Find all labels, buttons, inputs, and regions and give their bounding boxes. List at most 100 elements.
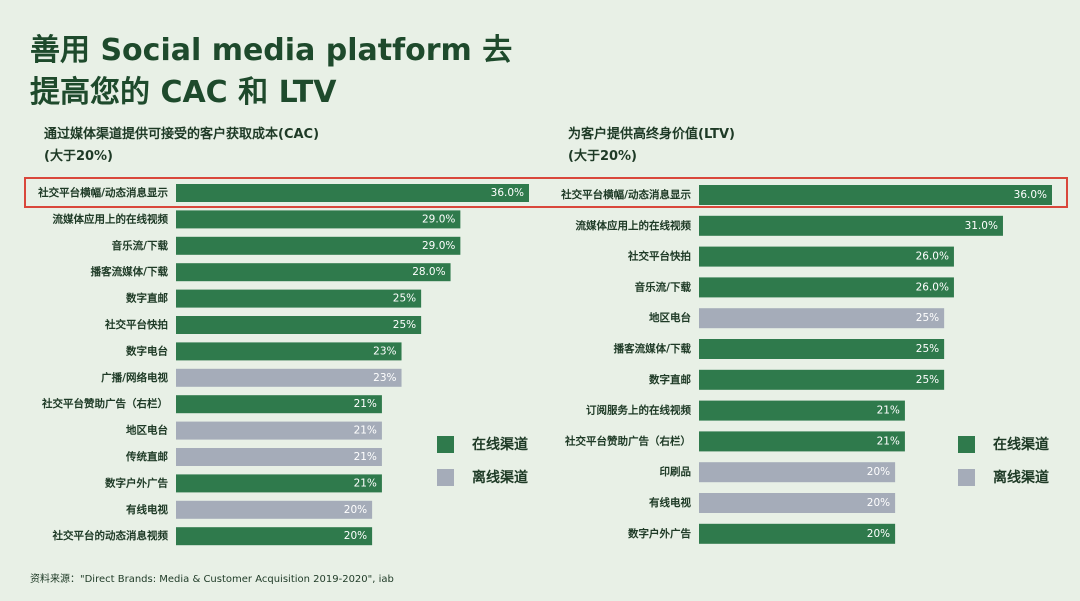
bar-online [699, 431, 905, 452]
bar-offline [699, 493, 896, 513]
cac-chart-subtitle: (大于20%) [44, 149, 113, 164]
value-label: 29.0% [422, 240, 455, 252]
value-label: 23% [373, 345, 396, 357]
legend-item-online: 在线渠道 [958, 435, 1049, 453]
value-label: 20% [867, 466, 890, 478]
category-label: 订阅服务上的在线视频 [586, 404, 691, 417]
value-label: 21% [877, 405, 900, 417]
value-label: 25% [916, 343, 939, 355]
highlight-frame [24, 177, 1068, 208]
category-label: 社交平台赞助广告（右栏） [564, 434, 691, 447]
bar-online [176, 210, 461, 229]
category-label: 音乐流/下载 [635, 280, 692, 293]
value-label: 20% [344, 504, 367, 516]
cac-bar-chart: 社交平台横幅/动态消息显示 36.0% 流媒体应用上的在线视频 29.0% 音乐流/下载… [37, 184, 529, 546]
bar-offline [176, 448, 382, 466]
value-label: 29.0% [422, 213, 455, 225]
bar-online [699, 369, 945, 390]
value-label: 28.0% [412, 266, 445, 278]
category-label: 音乐流/下载 [112, 239, 169, 252]
value-label: 21% [877, 435, 900, 447]
ltv-bar-chart: 社交平台横幅/动态消息显示 36.0% 流媒体应用上的在线视频 31.0% 社交平台快拍… [560, 185, 1052, 544]
bar-online [176, 289, 422, 308]
category-label: 地区电台 [126, 424, 168, 437]
bar-online [176, 236, 461, 255]
value-label: 23% [373, 372, 396, 384]
category-label: 数字户外广告 [627, 527, 691, 540]
legend-online-label: 在线渠道 [993, 437, 1049, 453]
category-label: 有线电视 [649, 496, 691, 509]
category-label: 印刷品 [660, 465, 692, 478]
value-label: 25% [393, 319, 416, 331]
bar-online [699, 185, 1052, 205]
category-label: 数字电台 [125, 344, 168, 357]
offline-swatch [958, 468, 975, 486]
online-swatch [958, 435, 975, 453]
bar-online [176, 395, 382, 414]
cac-legend: 在线渠道 离线渠道 [437, 435, 528, 501]
value-label: 20% [344, 530, 367, 542]
legend-online-label: 在线渠道 [472, 437, 528, 453]
category-label: 数字直邮 [125, 292, 168, 305]
value-label: 21% [354, 398, 377, 410]
category-label: 社交平台横幅/动态消息显示 [560, 188, 691, 201]
page-title: 善用 Social media platform 去 提高您的 CAC 和 LT… [30, 30, 550, 114]
category-label: 流媒体应用上的在线视频 [576, 219, 692, 232]
category-label: 传统直邮 [125, 450, 168, 463]
bar-offline [176, 421, 382, 440]
bar-online [699, 277, 954, 298]
value-label: 25% [916, 374, 939, 386]
bar-online [699, 400, 905, 421]
source-note: 资料来源："Direct Brands: Media & Customer Ac… [30, 574, 394, 585]
legend-item-offline: 离线渠道 [958, 468, 1049, 486]
category-label: 社交平台快拍 [104, 318, 168, 331]
value-label: 26.0% [916, 281, 949, 293]
bar-online [699, 246, 954, 267]
online-swatch [437, 435, 454, 453]
bar-online [699, 339, 945, 359]
bar-online [699, 215, 1003, 236]
category-label: 播客流媒体/下载 [91, 265, 169, 278]
title-line-1: 善用 Social media platform 去 [30, 33, 513, 68]
value-label: 25% [393, 293, 416, 305]
value-label: 31.0% [965, 220, 998, 232]
category-label: 社交平台快拍 [627, 250, 691, 263]
category-label: 社交平台赞助广告（右栏） [41, 397, 168, 410]
ltv-chart-title: 为客户提供高终身价值(LTV) [568, 127, 735, 142]
value-label: 21% [354, 477, 377, 489]
value-label: 36.0% [1014, 189, 1047, 201]
category-label: 播客流媒体/下载 [614, 342, 692, 355]
ltv-chart-header: 为客户提供高终身价值(LTV) (大于20%) [568, 124, 735, 168]
value-label: 26.0% [916, 251, 949, 263]
legend-item-offline: 离线渠道 [437, 468, 528, 486]
value-label: 21% [354, 451, 377, 463]
category-label: 社交平台横幅/动态消息显示 [37, 186, 168, 199]
value-label: 21% [354, 425, 377, 437]
category-label: 数字户外广告 [104, 476, 168, 489]
bar-online [176, 316, 422, 334]
legend-item-online: 在线渠道 [437, 435, 528, 453]
cac-chart-header: 通过媒体渠道提供可接受的客户获取成本(CAC) (大于20%) [44, 124, 319, 168]
category-label: 数字直邮 [648, 373, 691, 386]
bar-online [176, 474, 382, 493]
legend-offline-label: 离线渠道 [472, 470, 528, 486]
category-label: 社交平台的动态消息视频 [52, 529, 169, 542]
bar-online [699, 523, 896, 544]
bar-online [176, 342, 402, 361]
category-label: 地区电台 [649, 311, 691, 324]
value-label: 25% [916, 312, 939, 324]
bar-online [176, 527, 373, 546]
ltv-chart-subtitle: (大于20%) [568, 149, 637, 164]
bar-online [176, 184, 529, 202]
title-line-2: 提高您的 CAC 和 LTV [30, 75, 337, 110]
legend-offline-label: 离线渠道 [993, 470, 1049, 486]
value-label: 36.0% [491, 187, 524, 199]
value-label: 20% [867, 497, 890, 509]
cac-chart-title: 通过媒体渠道提供可接受的客户获取成本(CAC) [44, 127, 320, 142]
value-label: 20% [867, 528, 890, 540]
ltv-legend: 在线渠道 离线渠道 [958, 435, 1049, 501]
category-label: 有线电视 [126, 503, 168, 516]
offline-swatch [437, 468, 454, 486]
bar-offline [176, 500, 373, 519]
